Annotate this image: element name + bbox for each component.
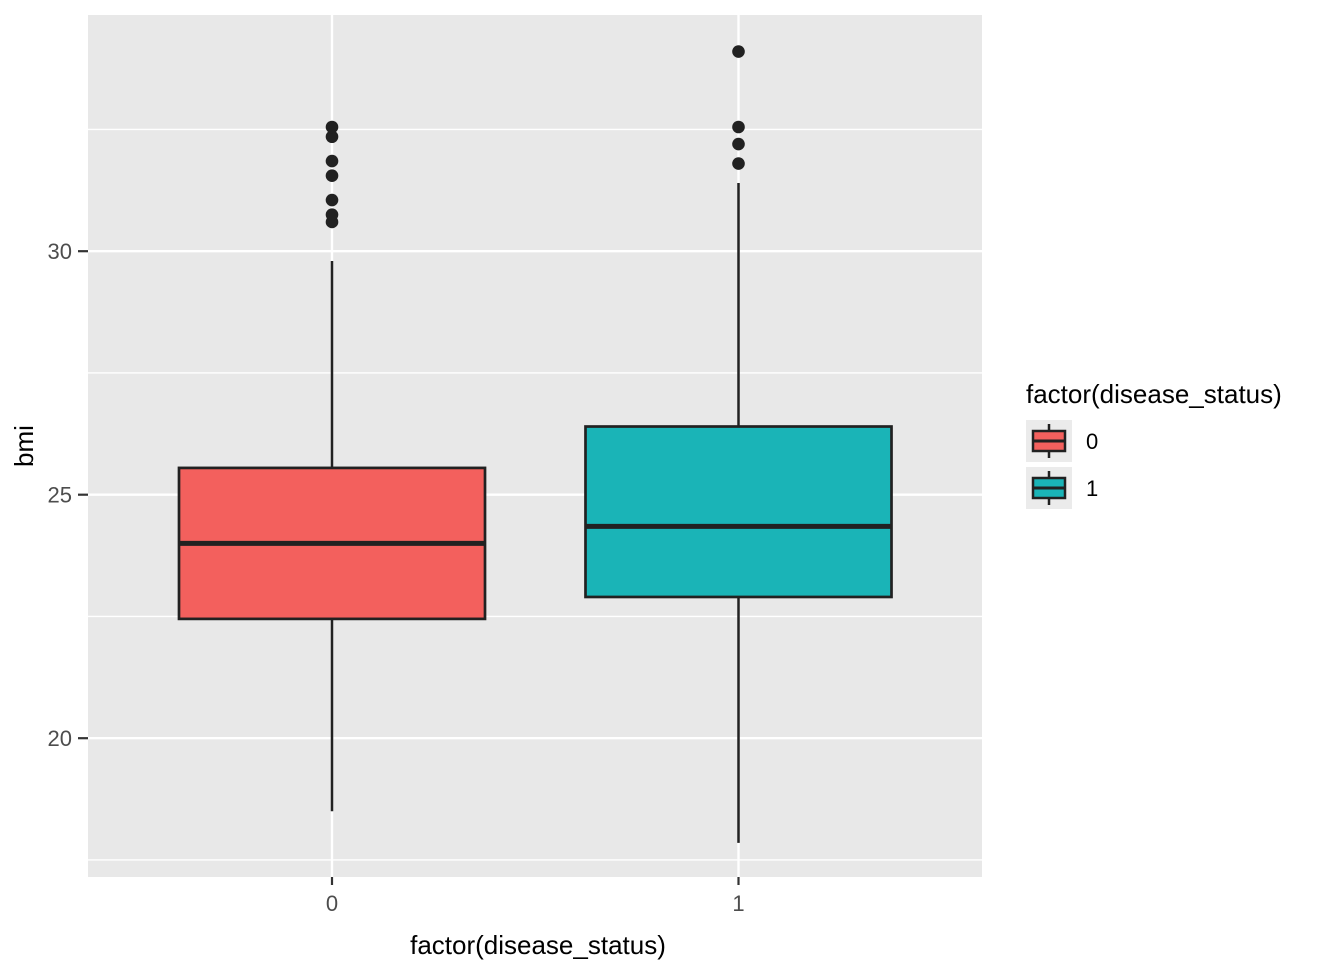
x-axis-title: factor(disease_status) xyxy=(410,930,666,960)
outlier-point-1 xyxy=(732,137,745,151)
legend: 01 xyxy=(1026,420,1098,509)
axes: 20 25 30 0 1 xyxy=(48,239,745,916)
outlier-point-0 xyxy=(325,208,339,221)
outlier-point-0 xyxy=(325,193,339,207)
y-axis-title: bmi xyxy=(9,425,39,467)
y-tick-label: 20 xyxy=(48,726,72,751)
outlier-point-1 xyxy=(732,157,745,170)
legend-entry-label: 0 xyxy=(1086,429,1098,454)
outlier-point-1 xyxy=(732,45,745,58)
outlier-point-0 xyxy=(325,130,339,144)
outlier-point-0 xyxy=(325,154,339,168)
boxplot-geoms xyxy=(177,45,893,843)
y-tick-label: 30 xyxy=(48,239,72,264)
outlier-point-0 xyxy=(325,169,339,183)
y-tick-label: 25 xyxy=(48,483,72,508)
x-tick-label: 0 xyxy=(326,891,338,916)
legend-entry-label: 1 xyxy=(1086,476,1098,501)
outlier-point-1 xyxy=(732,120,745,134)
x-tick-label: 1 xyxy=(732,891,744,916)
legend-title: factor(disease_status) xyxy=(1026,379,1282,409)
box-1 xyxy=(584,425,893,599)
outlier-point-0 xyxy=(325,120,339,134)
